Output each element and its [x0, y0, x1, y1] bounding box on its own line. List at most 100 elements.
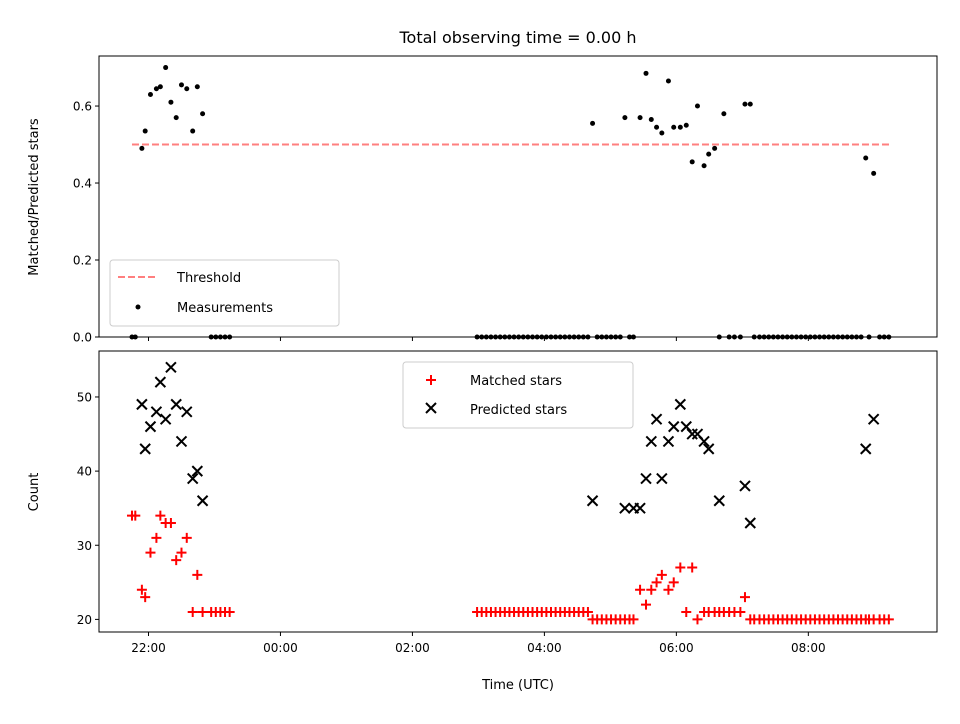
predicted-star-point [739, 480, 751, 492]
predicted-star-point [662, 435, 675, 448]
legend-matched-label: Matched stars [470, 374, 562, 389]
predicted-star-point [634, 502, 646, 514]
measurement-point [200, 111, 206, 117]
measurement-point [590, 120, 596, 126]
x-tick-label: 22:00 [131, 641, 166, 655]
bottom-y-axis-label: Count [27, 473, 42, 512]
measurement-point [712, 145, 718, 151]
measurement-point [742, 101, 748, 107]
predicted-star-point [175, 435, 188, 448]
measurement-point [643, 70, 649, 76]
predicted-star-point [698, 435, 710, 448]
predicted-star-point [186, 472, 199, 485]
predicted-star-point [713, 495, 725, 507]
bottom-y-tick-label: 40 [77, 465, 92, 479]
matched-star-point [735, 606, 746, 617]
legend-measurements-swatch [135, 304, 141, 310]
predicted-star-point [165, 361, 177, 374]
legend-measurements-label: Measurements [177, 301, 273, 316]
matched-star-point [628, 614, 639, 625]
measurement-point [694, 103, 700, 109]
top-legend-box [109, 259, 340, 327]
measurement-point [677, 124, 683, 130]
matched-star-point [739, 592, 750, 603]
predicted-star-point [674, 398, 687, 411]
predicted-star-point [170, 398, 182, 411]
x-tick-label: 08:00 [791, 641, 826, 655]
bottom-y-tick-label: 50 [77, 390, 92, 404]
bottom-legend: Matched stars Predicted stars [402, 361, 634, 429]
measurement-point [701, 163, 707, 169]
matched-star-point [582, 606, 593, 617]
predicted-star-point [181, 406, 193, 418]
bottom-panel: Count Time (UTC) 20 30 40 50 22:00 00:00 02:00… [27, 350, 938, 693]
measurement-point [871, 170, 877, 176]
matched-star-point [155, 510, 166, 521]
top-y-tick-label: 0.2 [73, 254, 92, 268]
matched-star-point [171, 555, 182, 566]
measurement-point [622, 115, 628, 121]
measurement-point [147, 91, 153, 97]
matched-star-point [646, 584, 657, 595]
measurement-point [142, 128, 148, 134]
x-tick-label: 00:00 [263, 641, 298, 655]
matched-star-point [197, 606, 208, 617]
predicted-star-point [867, 413, 880, 425]
predicted-star-point [191, 465, 204, 477]
bottom-axes-frame [98, 350, 938, 633]
measurement-point [683, 122, 689, 128]
top-y-tick-label: 0.4 [73, 177, 92, 191]
matched-star-point [181, 532, 192, 543]
measurement-point [637, 115, 643, 121]
measurement-point [163, 65, 169, 71]
measurement-point [706, 151, 712, 157]
matched-star-point [136, 584, 147, 595]
matched-star-point [692, 614, 703, 625]
predicted-star-point [744, 517, 756, 529]
top-y-axis-label: Matched/Predicted stars [27, 118, 42, 276]
measurement-point [654, 124, 660, 130]
predicted-star-point [196, 495, 209, 507]
predicted-star-point [154, 376, 167, 388]
predicted-star-point [139, 443, 151, 455]
bottom-plot-area: 20 30 40 50 22:00 00:00 02:00 04:00 06:00 08:00 [77, 361, 894, 655]
legend-predicted-label: Predicted stars [470, 403, 567, 418]
legend-predicted-swatch [425, 402, 437, 414]
measurement-point [863, 155, 869, 161]
measurement-point [190, 128, 196, 134]
chart-title: Total observing time = 0.00 h [398, 28, 636, 47]
matched-star-point [140, 592, 151, 603]
measurement-point [168, 99, 174, 105]
predicted-star-point [159, 413, 172, 425]
matched-star-point [224, 606, 235, 617]
matched-star-point [687, 562, 698, 573]
matched-star-point [651, 577, 662, 588]
top-legend: Threshold Measurements [109, 259, 340, 327]
measurement-point [665, 78, 671, 84]
matched-star-point [641, 599, 652, 610]
matched-star-point [675, 562, 686, 573]
x-tick-label: 02:00 [395, 641, 430, 655]
matched-star-point [663, 584, 674, 595]
predicted-star-point [656, 472, 668, 485]
matched-star-point [635, 584, 646, 595]
matched-star-point [130, 510, 141, 521]
top-y-tick-label: 0.6 [73, 100, 92, 114]
bottom-y-tick-label: 20 [77, 613, 92, 627]
top-y-tick-label: 0.0 [73, 331, 92, 345]
top-axes-frame [98, 55, 938, 338]
matched-star-point [883, 614, 894, 625]
matched-star-point [145, 547, 156, 558]
predicted-star-point [860, 443, 872, 455]
predicted-star-point [144, 420, 157, 433]
matched-star-point [656, 569, 667, 580]
measurement-point [173, 115, 179, 121]
measurement-point [659, 130, 665, 136]
measurement-point [671, 124, 677, 130]
measurement-point [747, 101, 753, 107]
legend-threshold-label: Threshold [176, 271, 241, 286]
predicted-star-point [136, 398, 148, 411]
x-tick-label: 04:00 [527, 641, 562, 655]
matched-star-point [668, 577, 679, 588]
